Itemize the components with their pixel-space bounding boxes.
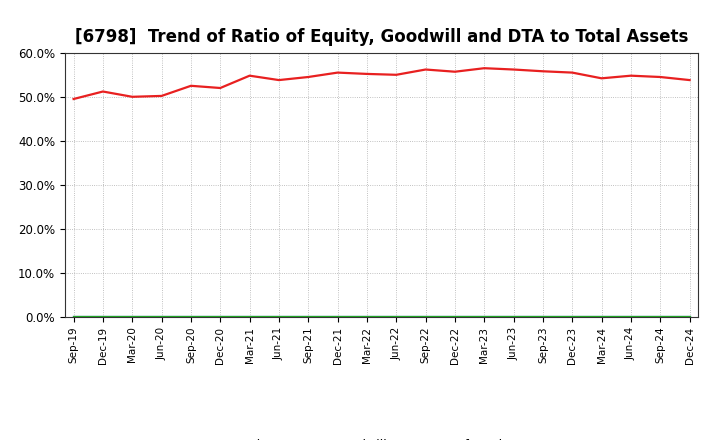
Goodwill — [598, 314, 606, 319]
Equity — [598, 76, 606, 81]
Deferred Tax Assets — [392, 314, 400, 319]
Goodwill — [626, 314, 635, 319]
Line: Equity: Equity — [73, 68, 690, 99]
Deferred Tax Assets — [685, 314, 694, 319]
Deferred Tax Assets — [304, 314, 312, 319]
Equity — [392, 72, 400, 77]
Goodwill — [480, 314, 489, 319]
Deferred Tax Assets — [69, 314, 78, 319]
Deferred Tax Assets — [128, 314, 137, 319]
Equity — [128, 94, 137, 99]
Deferred Tax Assets — [421, 314, 430, 319]
Equity — [685, 77, 694, 83]
Deferred Tax Assets — [480, 314, 489, 319]
Equity — [99, 89, 107, 94]
Equity — [216, 85, 225, 91]
Deferred Tax Assets — [451, 314, 459, 319]
Equity — [480, 66, 489, 71]
Deferred Tax Assets — [626, 314, 635, 319]
Goodwill — [685, 314, 694, 319]
Deferred Tax Assets — [568, 314, 577, 319]
Goodwill — [509, 314, 518, 319]
Deferred Tax Assets — [363, 314, 372, 319]
Deferred Tax Assets — [157, 314, 166, 319]
Equity — [656, 74, 665, 80]
Goodwill — [157, 314, 166, 319]
Equity — [274, 77, 283, 83]
Deferred Tax Assets — [216, 314, 225, 319]
Deferred Tax Assets — [186, 314, 195, 319]
Goodwill — [246, 314, 254, 319]
Goodwill — [128, 314, 137, 319]
Goodwill — [304, 314, 312, 319]
Deferred Tax Assets — [509, 314, 518, 319]
Goodwill — [274, 314, 283, 319]
Equity — [626, 73, 635, 78]
Goodwill — [451, 314, 459, 319]
Equity — [186, 83, 195, 88]
Goodwill — [69, 314, 78, 319]
Equity — [568, 70, 577, 75]
Equity — [157, 93, 166, 99]
Goodwill — [99, 314, 107, 319]
Goodwill — [392, 314, 400, 319]
Equity — [69, 96, 78, 102]
Equity — [539, 69, 547, 74]
Equity — [363, 71, 372, 77]
Goodwill — [421, 314, 430, 319]
Equity — [421, 67, 430, 72]
Deferred Tax Assets — [656, 314, 665, 319]
Goodwill — [186, 314, 195, 319]
Deferred Tax Assets — [99, 314, 107, 319]
Equity — [451, 69, 459, 74]
Equity — [304, 74, 312, 80]
Equity — [333, 70, 342, 75]
Equity — [246, 73, 254, 78]
Deferred Tax Assets — [598, 314, 606, 319]
Deferred Tax Assets — [539, 314, 547, 319]
Equity — [509, 67, 518, 72]
Goodwill — [363, 314, 372, 319]
Goodwill — [216, 314, 225, 319]
Deferred Tax Assets — [274, 314, 283, 319]
Goodwill — [333, 314, 342, 319]
Goodwill — [568, 314, 577, 319]
Goodwill — [539, 314, 547, 319]
Title: [6798]  Trend of Ratio of Equity, Goodwill and DTA to Total Assets: [6798] Trend of Ratio of Equity, Goodwil… — [75, 28, 688, 46]
Deferred Tax Assets — [333, 314, 342, 319]
Deferred Tax Assets — [246, 314, 254, 319]
Goodwill — [656, 314, 665, 319]
Legend: Equity, Goodwill, Deferred Tax Assets: Equity, Goodwill, Deferred Tax Assets — [187, 434, 576, 440]
